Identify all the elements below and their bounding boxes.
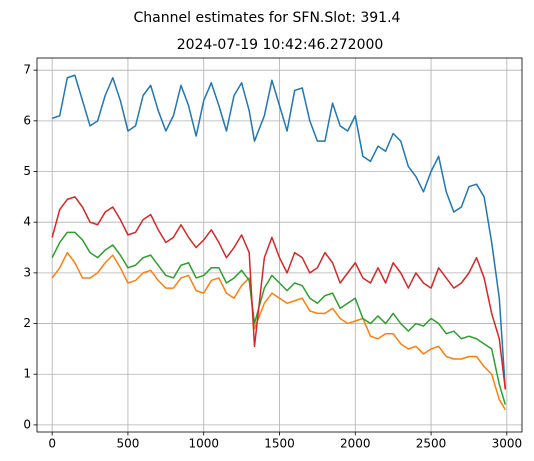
series-line <box>51 196 507 390</box>
y-tick-label: 5 <box>23 164 31 178</box>
x-tick-label: 0 <box>48 437 56 451</box>
series-line <box>51 74 507 390</box>
series-line <box>51 251 506 411</box>
y-tick-label: 4 <box>23 215 31 229</box>
chart-subtitle: 2024-07-19 10:42:46.272000 <box>177 37 384 53</box>
y-tick-label: 1 <box>23 367 31 381</box>
y-tick-label: 6 <box>23 113 31 127</box>
y-tick-label: 3 <box>23 265 31 279</box>
chart-title: Channel estimates for SFN.Slot: 391.4 <box>134 10 401 26</box>
y-tick-label: 0 <box>23 417 31 431</box>
x-tick-label: 3000 <box>492 437 523 451</box>
x-tick-label: 2000 <box>340 437 371 451</box>
series-line <box>51 231 507 405</box>
x-tick-label: 1500 <box>264 437 295 451</box>
x-tick-label: 500 <box>116 437 139 451</box>
x-tick-label: 2500 <box>416 437 447 451</box>
y-tick-label: 7 <box>23 63 31 77</box>
x-tick-label: 1000 <box>188 437 219 451</box>
plot-frame <box>36 57 523 433</box>
y-tick-label: 2 <box>23 316 31 330</box>
